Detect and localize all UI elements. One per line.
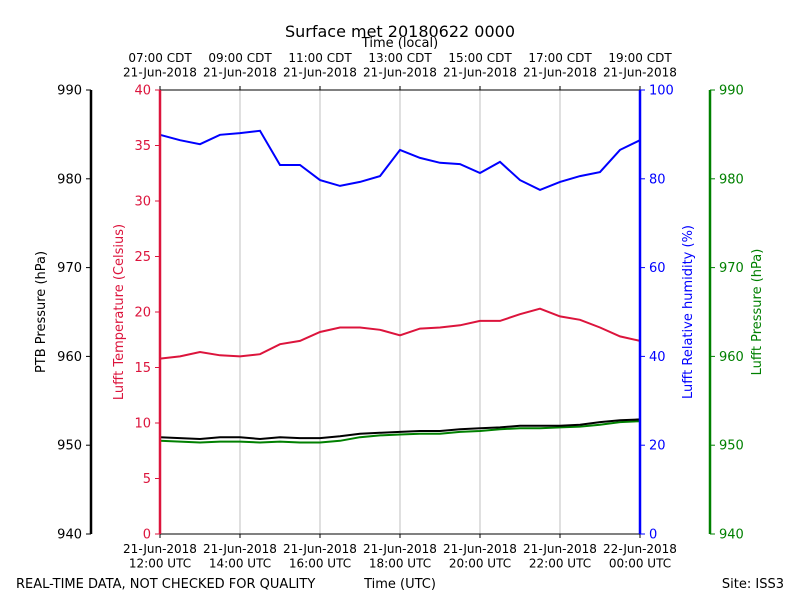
x-tick-label: 22-Jun-2018 00:00 UTC: [603, 542, 677, 570]
data-line: [159, 129, 641, 191]
y-tick-label: 20: [649, 439, 666, 454]
y-tick-label: 0: [649, 528, 657, 543]
top-axis-label: Time (local): [361, 36, 438, 51]
y-tick-label: 960: [719, 350, 744, 365]
y-tick-label: 20: [134, 306, 151, 321]
y-tick-label: 990: [719, 84, 744, 99]
y-axis-label: Lufft Temperature (Celsius): [112, 224, 127, 400]
data-line: [159, 418, 641, 441]
chart-title: Surface met 20180622 0000: [285, 22, 515, 41]
y-tick-label: 970: [719, 261, 744, 276]
top-tick-label: 17:00 CDT 21-Jun-2018: [523, 51, 597, 79]
y-tick-label: 35: [134, 139, 151, 154]
y-axis-label: Lufft Pressure (hPa): [750, 249, 765, 376]
y-axis-label: PTB Pressure (hPa): [34, 251, 49, 373]
y-tick-label: 30: [134, 195, 151, 210]
y-tick-label: 970: [57, 261, 82, 276]
data-line: [159, 420, 641, 444]
y-tick-label: 990: [57, 84, 82, 99]
x-tick-label: 21-Jun-2018 14:00 UTC: [203, 542, 277, 570]
x-tick-label: 21-Jun-2018 16:00 UTC: [283, 542, 357, 570]
top-tick-label: 13:00 CDT 21-Jun-2018: [363, 51, 437, 79]
site-label: Site: ISS3: [722, 577, 784, 592]
top-tick-label: 19:00 CDT 21-Jun-2018: [603, 51, 677, 79]
y-tick-label: 25: [134, 250, 151, 265]
x-tick-label: 21-Jun-2018 22:00 UTC: [523, 542, 597, 570]
x-axis-label: Time (UTC): [363, 577, 436, 592]
y-tick-label: 15: [134, 361, 151, 376]
y-tick-label: 40: [134, 84, 151, 99]
y-tick-label: 950: [719, 439, 744, 454]
x-tick-label: 21-Jun-2018 20:00 UTC: [443, 542, 517, 570]
footer-note: REAL-TIME DATA, NOT CHECKED FOR QUALITY: [16, 577, 315, 592]
top-tick-label: 09:00 CDT 21-Jun-2018: [203, 51, 277, 79]
x-tick-label: 21-Jun-2018 18:00 UTC: [363, 542, 437, 570]
y-axis-label: Lufft Relative humidity (%): [681, 225, 696, 399]
top-tick-label: 15:00 CDT 21-Jun-2018: [443, 51, 517, 79]
y-tick-label: 980: [57, 172, 82, 187]
y-tick-label: 940: [719, 528, 744, 543]
y-tick-label: 5: [143, 472, 151, 487]
y-tick-label: 940: [57, 528, 82, 543]
top-tick-label: 11:00 CDT 21-Jun-2018: [283, 51, 357, 79]
y-tick-label: 960: [57, 350, 82, 365]
y-tick-label: 950: [57, 439, 82, 454]
y-tick-label: 980: [719, 172, 744, 187]
y-tick-label: 80: [649, 172, 666, 187]
data-line: [159, 307, 641, 360]
y-tick-label: 10: [134, 417, 151, 432]
y-tick-label: 0: [143, 528, 151, 543]
x-tick-label: 21-Jun-2018 12:00 UTC: [123, 542, 197, 570]
top-tick-label: 07:00 CDT 21-Jun-2018: [123, 51, 197, 79]
y-tick-label: 40: [649, 350, 666, 365]
y-tick-label: 100: [649, 84, 674, 99]
y-tick-label: 60: [649, 261, 666, 276]
